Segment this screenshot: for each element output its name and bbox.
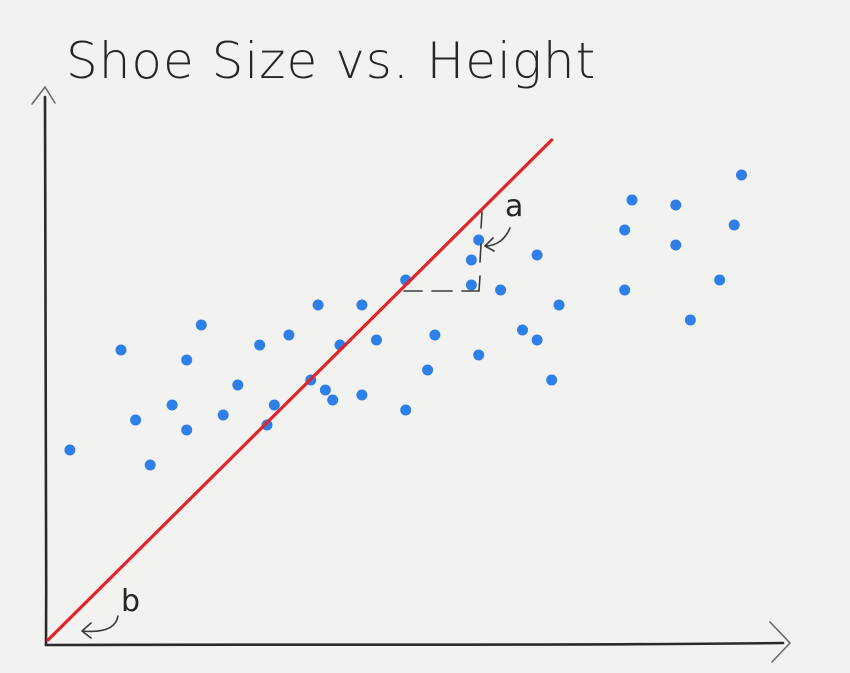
slope-triangle	[403, 211, 483, 292]
data-point-16	[312, 299, 324, 311]
data-point-13	[268, 399, 280, 411]
data-points	[64, 169, 747, 471]
data-point-31	[495, 284, 507, 296]
data-point-32	[517, 324, 528, 336]
y-axis	[43, 95, 48, 647]
slope-annotation: a	[403, 189, 523, 292]
data-point-41	[670, 239, 682, 251]
data-point-40	[670, 199, 682, 211]
data-point-45	[736, 169, 747, 181]
data-point-12	[261, 419, 273, 431]
data-point-2	[115, 344, 127, 356]
data-point-10	[232, 379, 244, 391]
data-point-33	[531, 249, 543, 261]
data-point-44	[728, 219, 740, 231]
data-point-6	[181, 424, 193, 436]
data-point-5	[166, 399, 178, 411]
data-point-22	[371, 334, 382, 346]
data-point-34	[531, 334, 543, 346]
slope-label: a	[505, 189, 523, 224]
data-point-7	[181, 354, 193, 366]
data-point-25	[422, 364, 434, 376]
data-point-9	[217, 409, 229, 421]
data-point-27	[465, 254, 477, 266]
data-point-39	[626, 194, 638, 206]
data-point-17	[319, 384, 331, 396]
data-point-24	[400, 404, 412, 416]
intercept-label: b	[121, 584, 140, 619]
data-point-1	[64, 444, 76, 456]
data-point-26	[429, 329, 441, 341]
data-point-42	[684, 314, 696, 326]
data-point-36	[553, 299, 565, 311]
data-point-14	[283, 329, 295, 341]
regression-line	[46, 138, 554, 642]
data-point-43	[714, 274, 726, 286]
data-point-18	[327, 394, 339, 406]
slope-arrow-icon	[484, 227, 511, 252]
data-point-37	[619, 224, 631, 236]
data-point-28	[465, 279, 477, 291]
data-point-38	[619, 284, 631, 296]
data-point-3	[130, 414, 142, 426]
data-point-11	[254, 339, 266, 351]
intercept-annotation: b	[81, 584, 140, 639]
data-point-30	[473, 234, 485, 246]
y-axis-arrow	[31, 85, 56, 105]
data-point-29	[473, 349, 485, 361]
data-point-4	[144, 459, 156, 471]
data-point-21	[356, 299, 368, 311]
data-point-35	[546, 374, 558, 386]
chart-title: Shoe Size vs. Height	[66, 32, 596, 90]
data-point-20	[356, 389, 368, 401]
intercept-arrow-icon	[81, 615, 119, 639]
x-axis-arrow	[769, 621, 792, 663]
x-axis	[44, 641, 785, 647]
data-point-8	[195, 319, 207, 331]
axes	[31, 85, 792, 663]
